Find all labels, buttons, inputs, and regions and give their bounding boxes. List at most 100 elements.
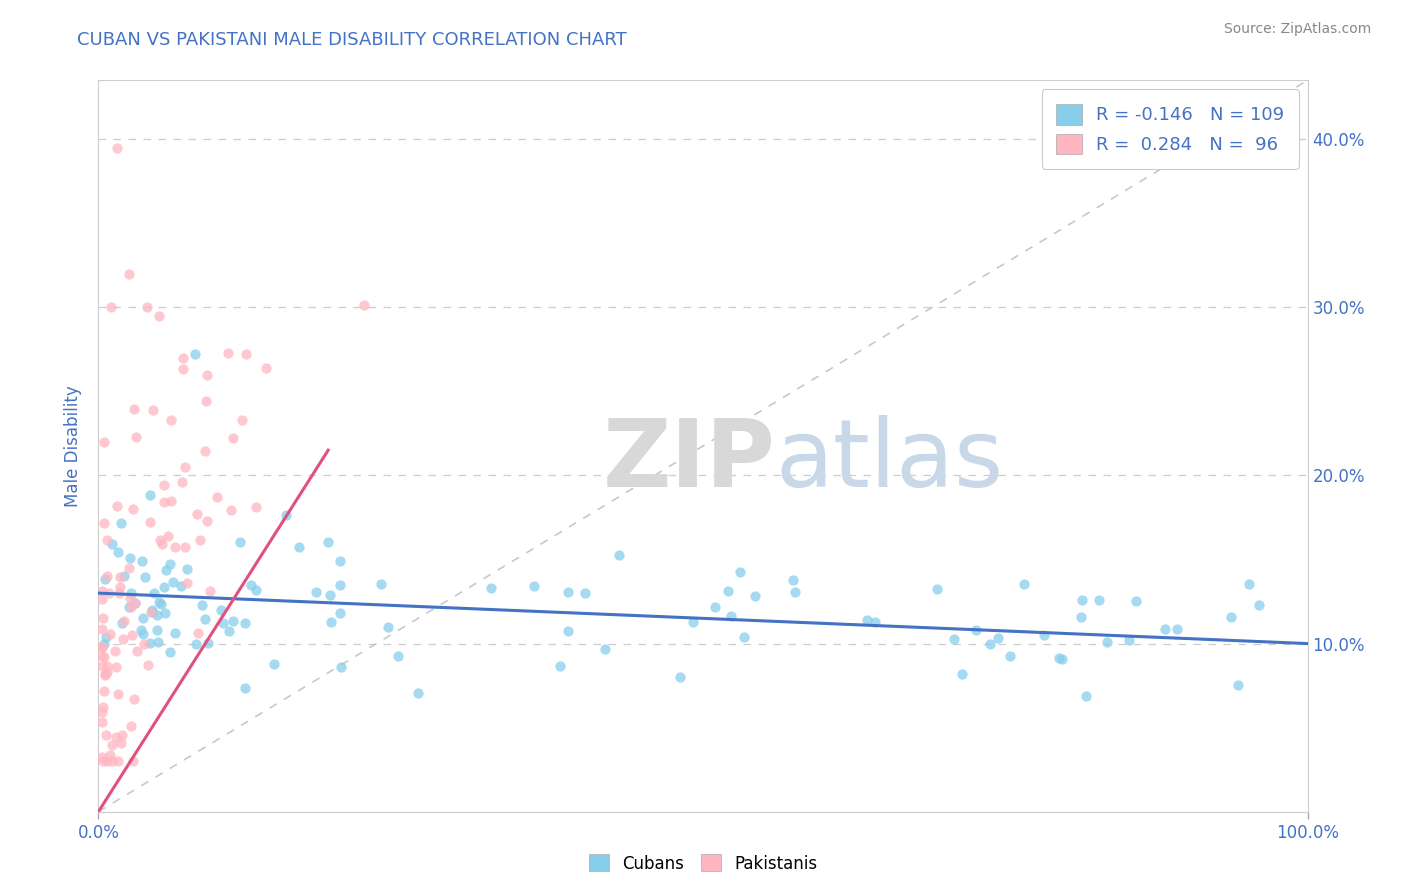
Point (198, 584, 221, 599)
Point (139, 515, 162, 529)
Point (91, 640, 114, 654)
Point (135, 300, 157, 314)
Point (148, 309, 170, 323)
Point (305, 585, 328, 599)
Y-axis label: Male Disability: Male Disability (65, 385, 83, 507)
Point (965, 623, 987, 637)
Point (96, 754, 118, 768)
Point (110, 516, 132, 531)
Point (118, 591, 141, 606)
Point (195, 514, 218, 528)
Point (329, 660, 352, 674)
Point (120, 719, 142, 733)
Point (146, 635, 169, 649)
Point (998, 648, 1021, 663)
Point (152, 477, 174, 491)
Point (163, 540, 186, 554)
Point (240, 578, 263, 592)
Point (231, 413, 253, 427)
Point (139, 636, 162, 650)
Point (138, 658, 160, 673)
Text: atlas: atlas (776, 415, 1004, 507)
Point (377, 620, 399, 634)
Point (1050, 651, 1073, 665)
Point (172, 362, 194, 376)
Point (150, 536, 173, 550)
Point (129, 624, 152, 638)
Point (329, 606, 352, 620)
Point (107, 545, 129, 559)
Point (1087, 592, 1109, 607)
Point (91, 592, 114, 607)
Point (107, 586, 129, 600)
Point (91, 659, 114, 673)
Point (118, 267, 141, 281)
Point (607, 549, 630, 563)
Point (93, 649, 115, 664)
Point (145, 608, 167, 623)
Point (1047, 651, 1070, 665)
Point (1220, 609, 1243, 624)
Point (150, 597, 173, 611)
Point (108, 570, 131, 584)
Point (219, 503, 242, 517)
Point (942, 632, 965, 646)
Point (523, 579, 546, 593)
Point (97, 585, 120, 599)
Point (107, 754, 129, 768)
Point (557, 585, 579, 599)
Point (733, 631, 755, 645)
Point (159, 557, 181, 571)
Point (574, 586, 596, 600)
Point (132, 610, 155, 624)
Point (169, 578, 191, 592)
Point (93, 434, 115, 449)
Point (118, 550, 141, 565)
Text: ZIP: ZIP (603, 415, 776, 507)
Point (91, 700, 114, 714)
Point (197, 636, 219, 650)
Point (111, 615, 134, 630)
Point (782, 573, 804, 587)
Point (1070, 610, 1092, 624)
Point (96, 665, 118, 679)
Point (987, 631, 1010, 645)
Point (121, 754, 143, 768)
Point (124, 596, 146, 610)
Point (174, 460, 197, 475)
Point (1125, 594, 1147, 608)
Text: CUBAN VS PAKISTANI MALE DISABILITY CORRELATION CHART: CUBAN VS PAKISTANI MALE DISABILITY CORRE… (77, 31, 627, 49)
Point (100, 300, 122, 314)
Point (103, 644, 125, 658)
Point (288, 540, 311, 554)
Point (165, 625, 187, 640)
Point (222, 431, 245, 445)
Point (233, 681, 256, 695)
Point (91, 715, 114, 730)
Point (925, 582, 948, 597)
Point (669, 670, 692, 684)
Point (370, 577, 392, 591)
Point (124, 402, 146, 417)
Point (221, 615, 243, 629)
Point (174, 541, 197, 555)
Point (124, 692, 146, 706)
Point (979, 637, 1001, 651)
Point (107, 687, 129, 701)
Point (96, 658, 118, 673)
Point (176, 576, 198, 591)
Point (91, 640, 114, 654)
Point (194, 444, 217, 458)
Point (91, 749, 114, 764)
Point (263, 657, 285, 672)
Point (1070, 593, 1092, 607)
Point (188, 533, 211, 547)
Point (186, 507, 208, 521)
Point (1097, 634, 1119, 648)
Point (110, 736, 132, 750)
Point (211, 616, 233, 631)
Point (785, 585, 807, 599)
Point (217, 346, 239, 360)
Point (101, 754, 124, 768)
Point (195, 368, 218, 382)
